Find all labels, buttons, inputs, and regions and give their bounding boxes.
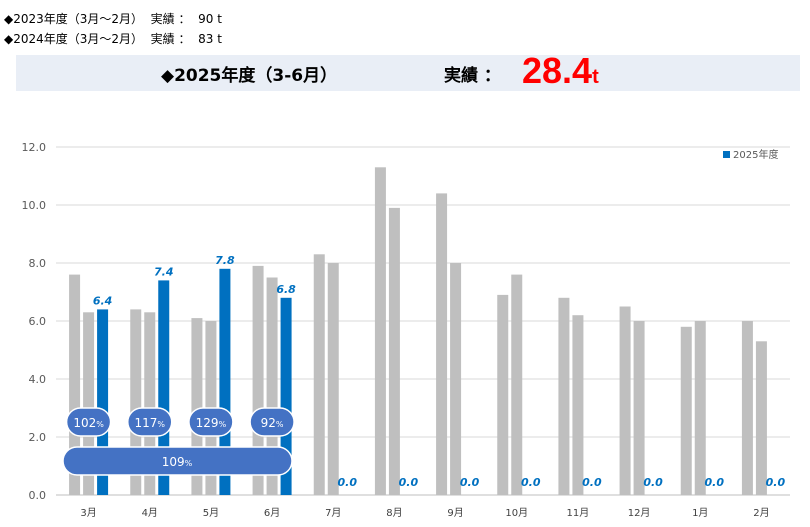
banner-result-label: 実績 ： <box>444 66 501 86</box>
ratio-badge-text: 92% <box>261 416 284 430</box>
bar-series-2-12月 <box>633 321 645 495</box>
legend-swatch-2025 <box>723 151 730 158</box>
data-label-2025: 0.0 <box>766 476 786 489</box>
y-tick-label: 4.0 <box>29 373 47 386</box>
data-label-2025: 6.8 <box>276 283 296 296</box>
ratio-badge-text: 102% <box>73 416 104 430</box>
data-label-2025: 0.0 <box>521 476 541 489</box>
data-label-2025: 7.4 <box>154 265 174 278</box>
bar-series-2-2月 <box>755 341 767 495</box>
bar-series-2-3月 <box>83 312 95 495</box>
bar-series-1-5月 <box>191 318 203 495</box>
bar-series-2-1月 <box>694 321 706 495</box>
fy2025-banner: ◆2025年度（3-6月） 実績 ： 28.4t <box>16 50 800 91</box>
x-tick-label: 4月 <box>142 507 158 519</box>
bar-series-1-1月 <box>680 326 692 495</box>
data-label-2025: 0.0 <box>338 476 358 489</box>
ratio-badge-3月 <box>65 407 112 437</box>
y-tick-label: 0.0 <box>29 489 47 502</box>
fy2024-result-text: ◆2024年度（3月～2月） 実績 ： 83 t <box>4 32 222 46</box>
y-tick-label: 8.0 <box>29 257 47 270</box>
banner-result-unit: t <box>592 66 599 88</box>
data-label-2025: 7.8 <box>215 254 235 267</box>
bar-series-1-11月 <box>558 297 570 495</box>
x-tick-label: 9月 <box>447 507 463 519</box>
x-tick-label: 7月 <box>325 507 341 519</box>
ratio-badge-text: 129% <box>196 416 227 430</box>
x-tick-label: 10月 <box>505 507 528 519</box>
banner-result-value: 28.4 <box>522 50 593 91</box>
bar-series-3-3月 <box>97 309 109 495</box>
bar-series-1-6月 <box>252 265 264 495</box>
x-tick-label: 5月 <box>203 507 219 519</box>
total-ratio-text: 109% <box>162 455 193 469</box>
ratio-badge-6月 <box>249 407 295 437</box>
bar-series-1-10月 <box>497 294 509 495</box>
bar-series-2-8月 <box>388 207 400 495</box>
x-tick-label: 6月 <box>264 507 280 519</box>
bar-series-3-4月 <box>158 280 170 495</box>
banner-result: 28.4t <box>522 50 599 92</box>
ratio-badge-4月 <box>127 407 173 437</box>
bar-series-1-2月 <box>741 321 753 495</box>
x-tick-label: 1月 <box>692 507 708 519</box>
bar-series-1-8月 <box>374 167 386 496</box>
x-tick-label: 2月 <box>753 507 769 519</box>
data-label-2025: 0.0 <box>582 476 602 489</box>
x-tick-label: 3月 <box>80 507 96 519</box>
bar-series-1-9月 <box>436 193 448 495</box>
banner-title: ◆2025年度（3-6月） <box>161 66 338 86</box>
y-tick-label: 6.0 <box>29 315 47 328</box>
y-tick-label: 12.0 <box>22 141 47 154</box>
y-tick-label: 10.0 <box>22 199 47 212</box>
data-label-2025: 0.0 <box>705 476 725 489</box>
bar-series-3-5月 <box>219 268 231 495</box>
legend-label-2025: 2025年度 <box>733 148 778 161</box>
y-tick-label: 2.0 <box>29 431 47 444</box>
ratio-badge-5月 <box>188 407 234 437</box>
bar-series-3-6月 <box>280 297 292 495</box>
data-label-2025: 0.0 <box>399 476 419 489</box>
bar-series-1-12月 <box>619 306 631 495</box>
x-tick-label: 8月 <box>386 507 402 519</box>
x-tick-label: 12月 <box>628 507 651 519</box>
bar-series-2-6月 <box>266 277 278 495</box>
data-label-2025: 0.0 <box>460 476 480 489</box>
bar-series-2-10月 <box>511 274 523 495</box>
ratio-badge-text: 117% <box>134 416 165 430</box>
bar-series-2-11月 <box>572 315 584 495</box>
bar-series-1-3月 <box>69 274 81 495</box>
bar-series-2-9月 <box>450 263 462 495</box>
bar-series-1-7月 <box>313 254 325 495</box>
data-label-2025: 6.4 <box>93 294 113 307</box>
fy2023-result-text: ◆2023年度（3月～2月） 実績 ： 90 t <box>4 12 222 26</box>
bar-series-2-4月 <box>144 312 156 495</box>
bar-series-2-7月 <box>327 263 339 495</box>
total-ratio-badge <box>62 446 293 476</box>
x-tick-label: 11月 <box>567 507 590 519</box>
data-label-2025: 0.0 <box>643 476 663 489</box>
bar-series-1-4月 <box>130 309 142 495</box>
